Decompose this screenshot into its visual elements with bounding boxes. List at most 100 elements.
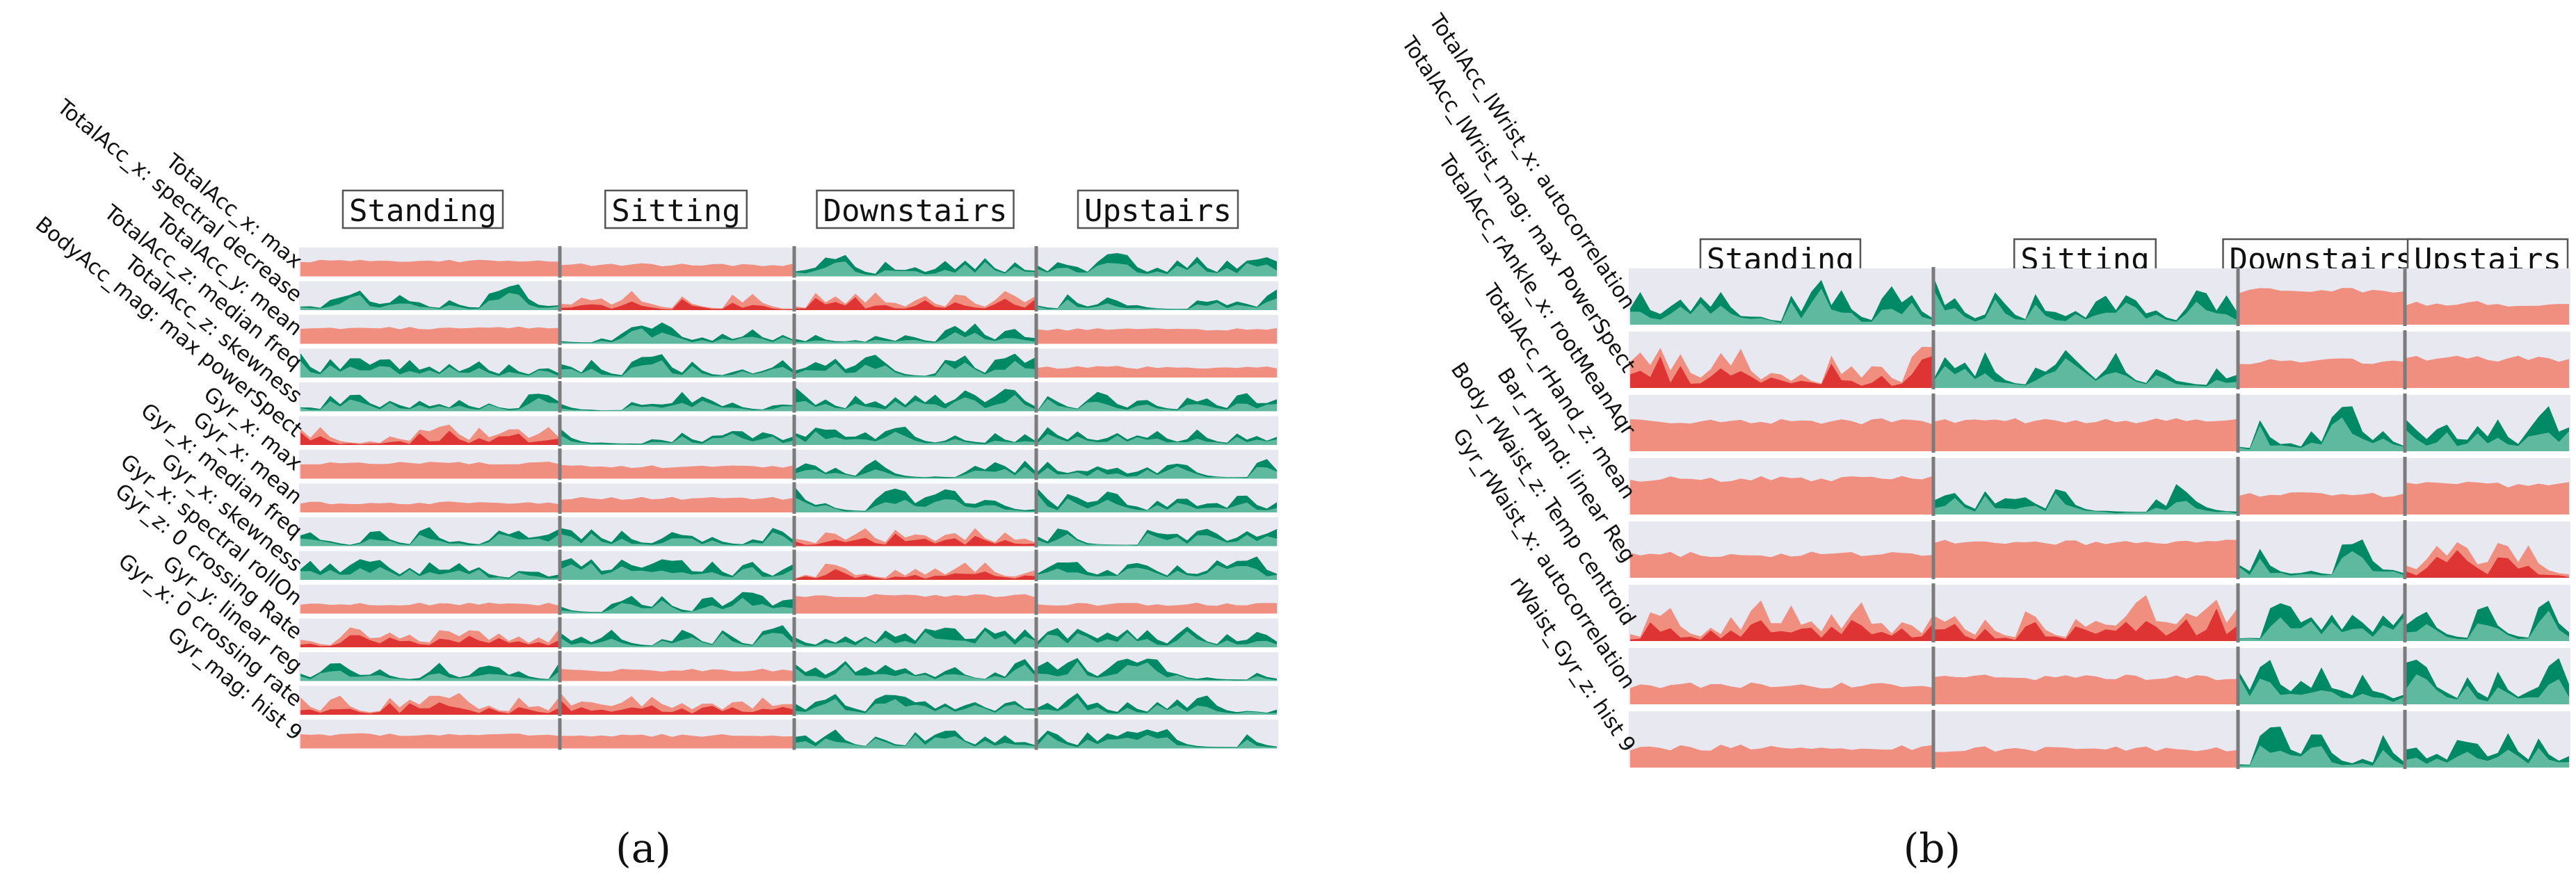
series-area-low <box>561 328 793 344</box>
series-area-low <box>561 563 793 580</box>
series-area-low <box>561 532 793 546</box>
series-area-low <box>300 293 558 310</box>
activity-label: Upstairs <box>1084 193 1232 229</box>
activity-title-standing: Standing <box>341 189 504 229</box>
series-area-low <box>796 664 1035 681</box>
series-area-low <box>796 497 1035 512</box>
series-area-low <box>1038 434 1277 445</box>
series-area-low <box>561 360 793 378</box>
feature-row <box>1629 520 2570 579</box>
series-area-high <box>2406 658 2569 704</box>
series-area-high <box>300 733 558 749</box>
feature-row <box>299 651 1278 683</box>
series-area-high <box>1935 674 2237 704</box>
series-area-low <box>561 400 793 412</box>
series-area-low <box>300 361 558 378</box>
series-area-high <box>300 692 558 715</box>
feature-row <box>1629 267 2570 326</box>
series-area-high <box>561 625 793 647</box>
feature-row <box>299 516 1278 548</box>
series-area-high <box>796 594 1035 614</box>
feature-row <box>299 617 1278 649</box>
activity-label: Downstairs <box>823 193 1008 229</box>
series-area-high <box>1038 658 1277 681</box>
series-area-high <box>1935 594 2237 641</box>
series-area-low <box>796 533 1035 546</box>
series-area-low <box>796 332 1035 344</box>
series-area-low <box>300 702 558 715</box>
series-area-low <box>300 670 558 681</box>
series-area-low <box>1935 493 2237 515</box>
series-area-high <box>561 734 793 749</box>
series-area-low <box>1038 631 1277 647</box>
series-area-high <box>300 326 558 344</box>
feature-row <box>299 583 1278 615</box>
series-area-low <box>2239 617 2404 641</box>
series-area-high <box>561 322 793 344</box>
series-area-high <box>300 462 558 479</box>
series-area-low <box>1038 298 1277 310</box>
series-area-high <box>561 464 793 479</box>
series-area-high <box>2406 355 2569 388</box>
series-area-low <box>796 467 1035 479</box>
series-area-low <box>2239 745 2404 768</box>
series-area-high <box>1630 346 1932 388</box>
series-area-low <box>796 734 1035 749</box>
series-area-low <box>2239 417 2404 451</box>
series-area-low <box>796 431 1035 445</box>
series-area-high <box>1630 418 1932 451</box>
series-area-high <box>561 263 793 277</box>
subfigure-label-b: (b) <box>1903 825 1961 872</box>
series-area-low <box>1038 565 1277 580</box>
series-area-high <box>1038 366 1277 378</box>
series-area-low <box>1038 697 1277 715</box>
series-area-low <box>561 700 793 715</box>
series-area-low <box>796 394 1035 412</box>
series-area-high <box>561 354 793 378</box>
feature-row <box>1629 330 2570 389</box>
series-area-low <box>1038 661 1277 681</box>
series-area-high <box>2239 492 2404 515</box>
series-area-low <box>1038 734 1277 749</box>
series-area-high <box>1038 626 1277 647</box>
activity-title-upstairs: Upstairs <box>1077 189 1239 229</box>
series-area-low <box>796 261 1035 277</box>
series-area-high <box>561 496 793 512</box>
series-area-high <box>1038 602 1277 614</box>
series-area-high <box>300 602 558 614</box>
series-area-low <box>1038 533 1277 546</box>
series-area-low <box>300 567 558 580</box>
series-area-high <box>2406 600 2569 641</box>
series-area-high <box>1935 484 2237 515</box>
series-area-high <box>796 487 1035 512</box>
series-area-low <box>2406 610 2569 641</box>
series-area-high <box>2239 288 2404 325</box>
activity-label: Sitting <box>611 193 740 229</box>
feature-row <box>299 414 1278 446</box>
series-area-low <box>561 299 793 310</box>
series-area-low <box>300 398 558 412</box>
series-area-low <box>796 361 1035 378</box>
series-area-low <box>1038 466 1277 479</box>
series-area-low <box>1630 289 1932 325</box>
series-area-high <box>300 501 558 512</box>
feature-row <box>299 718 1278 750</box>
activity-title-sitting: Sitting <box>604 189 748 229</box>
series-area-low <box>1935 291 2237 325</box>
series-area-high <box>796 627 1035 647</box>
series-area-high <box>2406 481 2569 515</box>
series-area-low <box>1935 358 2237 388</box>
series-area-high <box>300 259 558 277</box>
feature-row <box>299 347 1278 379</box>
series-area-low <box>561 597 793 614</box>
series-area-low <box>796 569 1035 580</box>
feature-row <box>1629 583 2570 642</box>
feature-row <box>299 381 1278 413</box>
series-area-low <box>2406 430 2569 451</box>
feature-row <box>299 482 1278 514</box>
feature-row <box>299 280 1278 311</box>
series-area-high <box>1935 746 2237 768</box>
series-area-low <box>796 297 1035 310</box>
series-area-high <box>561 668 793 681</box>
